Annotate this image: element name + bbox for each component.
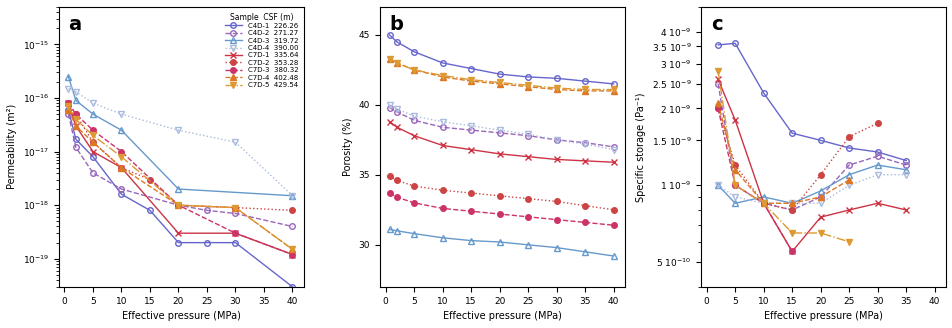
C7D-4  402.48 (63, 108, 74, 112)
C4D-2  271.27 (229, 212, 241, 215)
C7D-2  353.28 (229, 206, 241, 210)
C4D-4  390.00 (229, 140, 241, 144)
Line: C4D-3  319.72: C4D-3 319.72 (66, 74, 295, 198)
C4D-1  226.26 (63, 108, 74, 112)
Line: C4D-2  271.27: C4D-2 271.27 (66, 111, 295, 229)
Line: C4D-1  226.26: C4D-1 226.26 (66, 107, 295, 290)
C4D-2  271.27 (88, 171, 99, 175)
C7D-2  353.28 (144, 178, 155, 182)
C4D-3  319.72 (287, 194, 298, 198)
X-axis label: Effective pressure (MPa): Effective pressure (MPa) (443, 311, 562, 321)
C7D-5  429.54 (229, 206, 241, 210)
C7D-1  335.64 (229, 231, 241, 235)
C4D-4  390.00 (70, 90, 82, 94)
C4D-3  319.72 (172, 187, 184, 191)
C4D-4  390.00 (63, 87, 74, 91)
C7D-2  353.28 (88, 140, 99, 144)
Line: C7D-2  353.28: C7D-2 353.28 (66, 100, 295, 213)
C4D-3  319.72 (115, 128, 127, 132)
C7D-5  429.54 (115, 155, 127, 159)
Line: C7D-4  402.48: C7D-4 402.48 (66, 107, 295, 252)
C4D-2  271.27 (172, 203, 184, 207)
C7D-1  335.64 (88, 150, 99, 154)
C4D-4  390.00 (287, 194, 298, 198)
C7D-2  353.28 (70, 112, 82, 116)
C4D-3  319.72 (63, 75, 74, 79)
Line: C7D-3  380.32: C7D-3 380.32 (66, 100, 295, 257)
Y-axis label: Specific storage (Pa⁻¹): Specific storage (Pa⁻¹) (635, 92, 645, 202)
C7D-4  402.48 (88, 140, 99, 144)
C4D-2  271.27 (70, 145, 82, 149)
Line: C7D-1  335.64: C7D-1 335.64 (66, 100, 295, 257)
C7D-2  353.28 (172, 203, 184, 207)
C7D-1  335.64 (287, 253, 298, 256)
C4D-2  271.27 (115, 187, 127, 191)
C7D-4  402.48 (70, 124, 82, 128)
C4D-4  390.00 (115, 112, 127, 116)
C4D-1  226.26 (115, 192, 127, 196)
Line: C4D-4  390.00: C4D-4 390.00 (66, 86, 295, 198)
C7D-5  429.54 (172, 203, 184, 207)
C4D-3  319.72 (88, 112, 99, 116)
X-axis label: Effective pressure (MPa): Effective pressure (MPa) (764, 311, 883, 321)
X-axis label: Effective pressure (MPa): Effective pressure (MPa) (122, 311, 241, 321)
C4D-2  271.27 (287, 225, 298, 229)
C7D-3  380.32 (88, 128, 99, 132)
Text: b: b (389, 15, 403, 34)
C4D-4  390.00 (88, 101, 99, 105)
C7D-2  353.28 (287, 208, 298, 212)
C7D-3  380.32 (70, 112, 82, 116)
C4D-1  226.26 (70, 137, 82, 141)
C4D-1  226.26 (287, 285, 298, 289)
C7D-3  380.32 (172, 203, 184, 207)
C7D-5  429.54 (88, 133, 99, 137)
C4D-1  226.26 (229, 241, 241, 245)
C4D-1  226.26 (172, 241, 184, 245)
C7D-1  335.64 (70, 124, 82, 128)
C4D-2  271.27 (63, 112, 74, 116)
C4D-4  390.00 (172, 128, 184, 132)
C7D-3  380.32 (287, 253, 298, 256)
Y-axis label: Permeability (m²): Permeability (m²) (7, 104, 17, 190)
C4D-3  319.72 (70, 98, 82, 102)
C7D-5  429.54 (287, 247, 298, 251)
C7D-3  380.32 (63, 101, 74, 105)
Y-axis label: Porosity (%): Porosity (%) (343, 118, 353, 176)
C7D-4  402.48 (229, 206, 241, 210)
C7D-3  380.32 (229, 231, 241, 235)
C7D-5  429.54 (63, 104, 74, 108)
C4D-2  271.27 (201, 208, 212, 212)
C7D-4  402.48 (115, 166, 127, 170)
Line: C7D-5  429.54: C7D-5 429.54 (66, 104, 295, 252)
C7D-4  402.48 (287, 247, 298, 251)
C7D-1  335.64 (172, 231, 184, 235)
C7D-2  353.28 (63, 101, 74, 105)
C4D-1  226.26 (88, 155, 99, 159)
C4D-1  226.26 (144, 208, 155, 212)
Legend: C4D-1  226.26, C4D-2  271.27, C4D-3  319.72, C4D-4  390.00, C7D-1  335.64, C7D-2: C4D-1 226.26, C4D-2 271.27, C4D-3 319.72… (223, 10, 300, 90)
Text: c: c (710, 15, 722, 34)
C7D-1  335.64 (63, 101, 74, 105)
C4D-1  226.26 (201, 241, 212, 245)
C7D-4  402.48 (172, 203, 184, 207)
C7D-1  335.64 (115, 166, 127, 170)
Text: a: a (69, 15, 82, 34)
C7D-2  353.28 (115, 166, 127, 170)
C7D-3  380.32 (115, 150, 127, 154)
C7D-5  429.54 (70, 117, 82, 121)
